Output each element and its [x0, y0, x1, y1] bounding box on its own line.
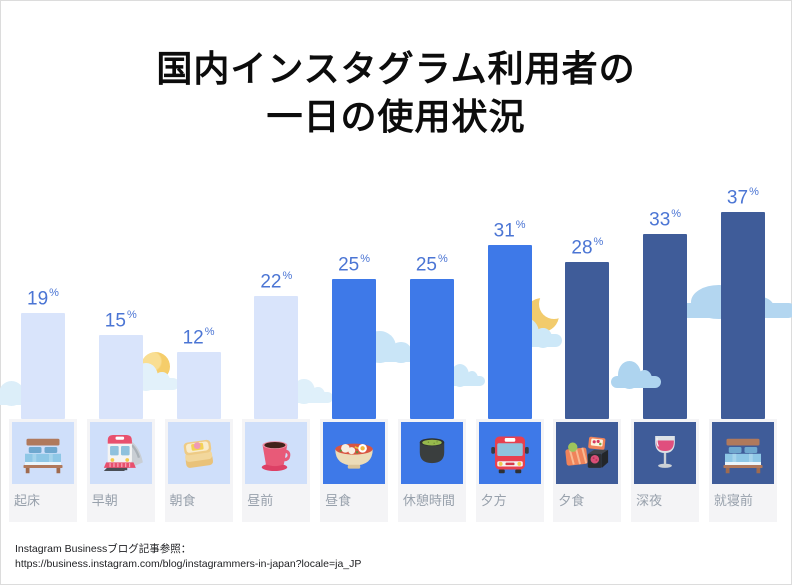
category-label: 夕食 — [558, 493, 585, 508]
category-card: 早朝 — [86, 419, 155, 522]
category-card: 起床 — [9, 419, 77, 522]
value-label: 19% — [27, 286, 59, 309]
value-label: 15% — [104, 308, 137, 331]
bed-icon — [711, 422, 774, 484]
category-label: 休憩時間 — [402, 493, 455, 508]
category-card: 昼前 — [242, 419, 311, 522]
bar — [254, 296, 299, 419]
bar — [21, 313, 65, 419]
bar-column-before-bed: 37% 就寝前 — [708, 185, 777, 522]
bar — [565, 262, 610, 419]
bar-column-wake-up: 19% 起床 — [9, 286, 77, 522]
bar-column-late-night: 33% 深夜 — [631, 207, 700, 522]
bar — [332, 279, 377, 419]
bar-column-lunch: 25% 昼食 — [320, 252, 389, 522]
value-label: 25% — [338, 252, 371, 275]
category-card: 昼食 — [320, 419, 389, 522]
green-tea-icon — [400, 422, 463, 484]
category-label: 昼前 — [247, 493, 274, 508]
bar — [643, 234, 688, 419]
chart-title-line2: 一日の使用状況 — [266, 95, 526, 137]
bar-column-before-noon: 22% 昼前 — [242, 269, 311, 522]
bar-column-dinner: 28% — [553, 235, 622, 522]
bar-column-evening: 31% — [475, 218, 544, 522]
value-label: 31% — [493, 218, 526, 241]
train-icon — [89, 422, 152, 484]
cloud-icon — [611, 361, 661, 389]
value-label: 22% — [260, 269, 293, 292]
cloud-icon — [445, 363, 485, 387]
bar-columns: 19% 起床 — [9, 186, 777, 522]
source-reference-label: Instagram Businessブログ記事参照： — [15, 542, 192, 555]
ramen-icon — [323, 422, 386, 484]
category-label: 夕方 — [480, 493, 507, 508]
category-label: 深夜 — [636, 493, 663, 508]
category-card: 就寝前 — [708, 419, 777, 522]
category-label: 就寝前 — [713, 493, 753, 508]
coffee-icon — [245, 422, 308, 484]
bar — [720, 212, 765, 419]
value-label: 12% — [182, 325, 215, 348]
bar — [409, 279, 454, 419]
category-label: 昼食 — [325, 493, 352, 508]
cloud-icon — [287, 378, 333, 404]
bar — [176, 352, 221, 419]
source-url: https://business.instagram.com/blog/inst… — [15, 557, 362, 570]
bed-icon — [12, 422, 74, 484]
bus-icon — [478, 422, 541, 484]
bar-chart: 19% 起床 — [0, 186, 792, 522]
bar-column-early-morning: 15% — [86, 308, 155, 522]
toast-icon — [167, 422, 230, 484]
category-card: 休憩時間 — [397, 419, 466, 522]
category-card: 深夜 — [631, 419, 700, 522]
bar-column-break-time: 25% 休憩時間 — [397, 252, 466, 522]
category-label: 早朝 — [91, 493, 118, 508]
source-note: Instagram Businessブログ記事参照： https://busin… — [15, 542, 361, 572]
chart-title: 国内インスタグラム利用者の 一日の使用状況 — [1, 45, 791, 141]
sushi-icon — [556, 422, 619, 484]
bar — [98, 335, 143, 419]
category-label: 朝食 — [169, 493, 196, 508]
bar — [487, 245, 532, 419]
value-label: 28% — [571, 235, 604, 258]
category-card: 夕方 — [475, 419, 544, 522]
wine-icon — [634, 422, 697, 484]
category-card: 夕食 — [553, 419, 622, 522]
bar-column-breakfast: 12% 朝食 — [164, 325, 233, 522]
value-label: 33% — [649, 207, 682, 230]
category-card: 朝食 — [164, 419, 233, 522]
category-label: 起床 — [14, 493, 41, 508]
value-label: 25% — [415, 252, 448, 275]
chart-title-line1: 国内インスタグラム利用者の — [156, 48, 636, 89]
value-label: 37% — [726, 185, 759, 208]
